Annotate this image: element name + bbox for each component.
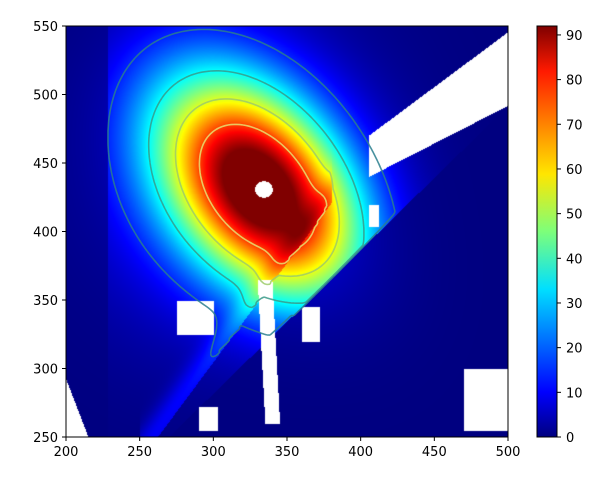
watermark: 知乎 @阮超越 [489, 455, 588, 473]
colorbar-ticks: 0 10 20 30 40 50 60 70 80 90 [557, 29, 583, 446]
x-tick-label: 200 [54, 445, 79, 460]
y-tick-label: 300 [33, 363, 58, 378]
contour-line [107, 28, 396, 358]
contour-lines [107, 28, 396, 358]
y-axis: 250 300 350 400 450 500 550 [33, 20, 66, 446]
y-tick-label: 550 [33, 20, 58, 35]
x-tick-label: 300 [201, 445, 226, 460]
x-tick-label: 350 [275, 445, 300, 460]
colorbar: 0 10 20 30 40 50 60 70 80 90 [536, 25, 583, 446]
colorbar-tick-label: 60 [566, 163, 583, 178]
colorbar-tick-label: 90 [566, 29, 583, 44]
colorbar-tick-label: 0 [566, 431, 574, 446]
y-tick-label: 350 [33, 294, 58, 309]
y-tick-label: 400 [33, 226, 58, 241]
colorbar-tick-label: 70 [566, 118, 583, 133]
colorbar-tick-label: 40 [566, 252, 583, 267]
x-tick-label: 400 [348, 445, 373, 460]
colorbar-tick-label: 80 [566, 74, 583, 89]
x-tick-label: 450 [422, 445, 447, 460]
colorbar-tick-label: 30 [566, 297, 583, 312]
y-tick-label: 450 [33, 157, 58, 172]
plot-area [65, 25, 509, 438]
x-tick-label: 500 [496, 445, 521, 460]
colorbar-tick-label: 20 [566, 342, 583, 357]
colorbar-tick-label: 10 [566, 386, 583, 401]
heatmap-image [66, 26, 508, 437]
contour-line [174, 98, 341, 286]
x-tick-label: 250 [127, 445, 152, 460]
contour-line [147, 70, 365, 309]
colorbar-tick-label: 50 [566, 208, 583, 223]
y-tick-label: 500 [33, 89, 58, 104]
colorbar-gradient [536, 25, 558, 438]
x-axis: 200 250 300 350 400 450 500 [54, 437, 521, 460]
y-tick-label: 250 [33, 431, 58, 446]
contour-line [198, 123, 328, 265]
